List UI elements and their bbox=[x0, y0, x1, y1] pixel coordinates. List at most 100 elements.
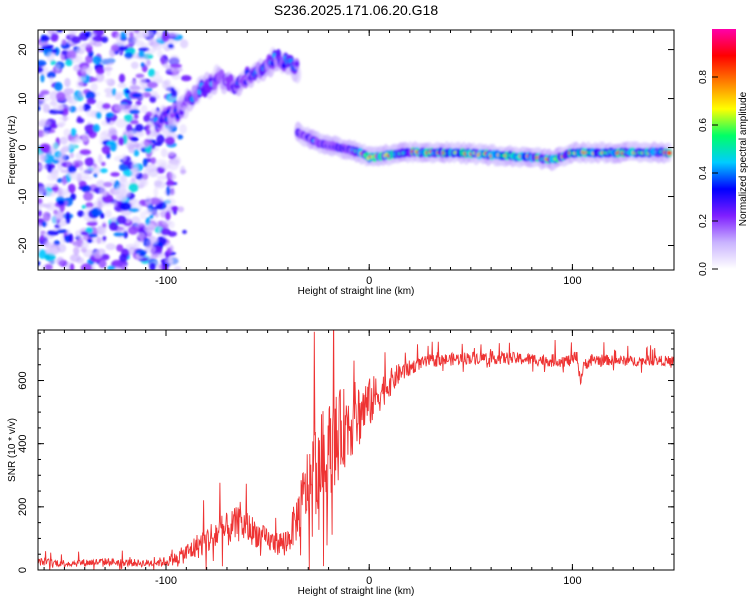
noise-blob bbox=[38, 60, 47, 67]
noise-blob bbox=[134, 123, 144, 133]
noise-blob bbox=[169, 54, 180, 65]
noise-blob bbox=[150, 254, 159, 259]
noise-blob bbox=[156, 134, 165, 145]
noise-blob bbox=[95, 111, 102, 119]
spectrogram-ytick-label: 0 bbox=[17, 144, 29, 150]
snr-ytick-label: 200 bbox=[17, 498, 29, 516]
noise-blob bbox=[80, 231, 89, 236]
colorbar-tick-label: 0.8 bbox=[698, 70, 709, 84]
noise-blob bbox=[146, 134, 154, 140]
noise-blob bbox=[81, 185, 92, 193]
noise-blob bbox=[50, 32, 59, 42]
colorbar-gradient bbox=[712, 29, 736, 269]
noise-blob bbox=[120, 31, 127, 40]
noise-blob bbox=[86, 221, 98, 227]
noise-blob bbox=[40, 34, 50, 42]
noise-blob bbox=[112, 200, 118, 208]
colorbar-tick-label: 0.6 bbox=[698, 118, 709, 132]
noise-blob bbox=[79, 149, 92, 156]
noise-blob bbox=[128, 182, 139, 193]
noise-blob bbox=[101, 145, 111, 155]
noise-blob bbox=[78, 166, 84, 171]
noise-blob bbox=[39, 143, 51, 152]
noise-blob bbox=[140, 62, 145, 68]
noise-blob bbox=[130, 216, 141, 226]
noise-blob bbox=[93, 173, 98, 178]
noise-blob bbox=[100, 227, 106, 236]
noise-blob bbox=[128, 130, 138, 136]
noise-blob bbox=[77, 210, 85, 217]
noise-blob bbox=[52, 103, 64, 111]
noise-blob bbox=[139, 211, 147, 220]
noise-blob bbox=[110, 134, 118, 142]
noise-blob bbox=[164, 83, 172, 92]
noise-blob bbox=[167, 31, 179, 37]
noise-blob bbox=[67, 30, 79, 35]
noise-blob bbox=[70, 36, 82, 44]
noise-blob bbox=[144, 208, 153, 216]
noise-blob bbox=[60, 138, 68, 145]
noise-blob bbox=[123, 230, 128, 239]
noise-blob bbox=[137, 132, 143, 138]
spectrogram-xtick-label: 100 bbox=[563, 275, 581, 287]
noise-blob bbox=[155, 70, 160, 76]
noise-blob bbox=[139, 177, 149, 188]
noise-blob bbox=[93, 250, 103, 259]
noise-blob bbox=[135, 73, 145, 79]
spectrogram-ytick-label: -10 bbox=[17, 189, 29, 205]
noise-blob bbox=[151, 90, 158, 98]
noise-blob bbox=[97, 200, 103, 211]
spectrogram-ytick-label: 20 bbox=[17, 43, 29, 55]
noise-blob bbox=[116, 215, 127, 225]
noise-blob bbox=[149, 262, 156, 270]
noise-blob bbox=[141, 43, 149, 49]
noise-blob bbox=[75, 239, 85, 248]
noise-blob bbox=[93, 124, 100, 133]
noise-blob bbox=[78, 105, 85, 112]
noise-blob bbox=[58, 110, 64, 115]
noise-blob bbox=[56, 229, 68, 234]
noise-blob bbox=[139, 140, 150, 148]
noise-blob bbox=[157, 49, 163, 58]
noise-blob bbox=[180, 75, 192, 82]
noise-blob bbox=[160, 148, 168, 158]
noise-blob bbox=[56, 256, 65, 266]
noise-blob bbox=[63, 128, 71, 138]
noise-blob bbox=[130, 167, 139, 178]
noise-blob bbox=[78, 235, 88, 241]
noise-blob bbox=[127, 225, 139, 235]
noise-blob bbox=[80, 263, 92, 270]
noise-blob bbox=[42, 211, 51, 222]
noise-blob bbox=[104, 78, 112, 84]
noise-blob bbox=[156, 30, 162, 39]
noise-blob bbox=[127, 34, 138, 45]
noise-blob bbox=[144, 87, 153, 92]
snr-frame bbox=[37, 329, 675, 571]
noise-blob bbox=[161, 265, 169, 270]
noise-blob bbox=[123, 169, 133, 177]
noise-blob bbox=[115, 118, 128, 128]
noise-blob bbox=[168, 255, 179, 266]
noise-blob bbox=[91, 237, 97, 244]
noise-blob bbox=[108, 221, 118, 231]
noise-blob bbox=[128, 207, 140, 213]
ridge-core bbox=[294, 60, 300, 67]
noise-blob bbox=[125, 123, 133, 133]
noise-blob bbox=[76, 116, 82, 123]
noise-blob bbox=[42, 204, 52, 208]
noise-blob bbox=[168, 95, 177, 101]
noise-blob bbox=[96, 236, 102, 244]
noise-blob bbox=[153, 141, 162, 147]
noise-blob bbox=[174, 266, 181, 270]
snr-xtick-label: 0 bbox=[366, 575, 372, 587]
noise-blob bbox=[38, 249, 47, 260]
noise-blob bbox=[52, 159, 60, 165]
noise-blob bbox=[56, 30, 63, 33]
noise-blob bbox=[165, 198, 176, 206]
noise-blob bbox=[123, 114, 134, 123]
noise-blob bbox=[129, 80, 138, 85]
noise-blob bbox=[57, 151, 67, 161]
noise-blob bbox=[39, 96, 50, 102]
noise-blob bbox=[114, 103, 126, 112]
noise-blob bbox=[41, 264, 46, 270]
